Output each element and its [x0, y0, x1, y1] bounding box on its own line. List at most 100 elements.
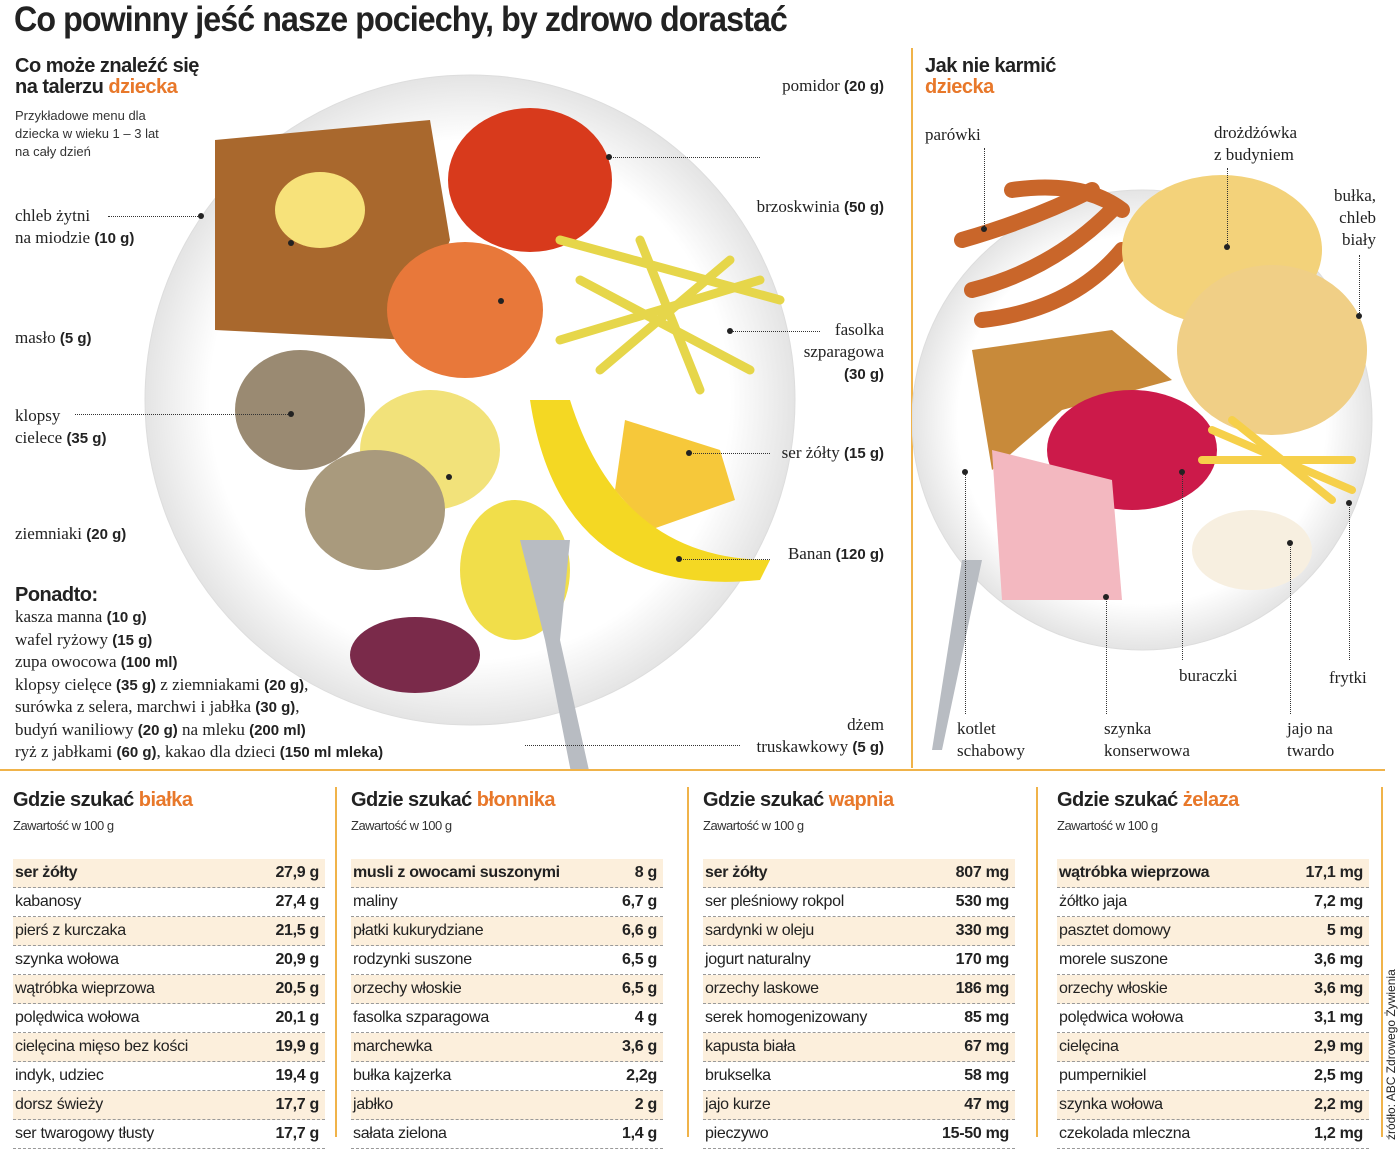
food-value: 8 g: [634, 864, 658, 881]
extra-menu: Ponadto: kasza manna (10 g) wafel ryżowy …: [15, 585, 383, 764]
table-row: orzechy włoskie 6,5 g: [351, 975, 663, 1004]
table-row: wątróbka wieprzowa 20,5 g: [13, 975, 325, 1004]
food-value: 3,1 mg: [1314, 1009, 1363, 1026]
label-maslo: masło (5 g): [15, 328, 92, 347]
food-name: wątróbka wieprzowa: [1059, 864, 1210, 881]
label-klopsy: klopsy cielece (35 g): [15, 406, 107, 447]
table-row: cielęcina 2,9 mg: [1057, 1033, 1369, 1062]
white-bread-image: [1177, 265, 1367, 435]
table-row: polędwica wołowa 3,1 mg: [1057, 1004, 1369, 1033]
table-subtitle: Zawartość w 100 g: [351, 818, 452, 833]
label-jajo: jajo na twardo: [1287, 719, 1335, 760]
food-name: sardynki w oleju: [705, 922, 815, 939]
food-value: 2,2g: [626, 1067, 657, 1084]
food-value: 1,4 g: [622, 1125, 657, 1142]
menu-item: wafel ryżowy (15 g): [15, 629, 153, 649]
label-ziemniaki: ziemniaki (20 g): [15, 524, 127, 543]
pork-cutlet-image: [972, 330, 1172, 470]
column-divider: [335, 787, 337, 1137]
label-banan: Banan (120 g): [787, 544, 884, 563]
menu-item: zupa owocowa (100 ml): [15, 652, 178, 671]
food-name: szynka wołowa: [15, 951, 119, 968]
table-row: sałata zielona 1,4 g: [351, 1120, 663, 1149]
unhealthy-plate-illustration: [912, 175, 1373, 750]
menu-item: budyń waniliowy (20 g) na mleku (200 ml): [15, 719, 306, 739]
column-divider: [1381, 787, 1383, 1137]
table-subtitle: Zawartość w 100 g: [13, 818, 114, 833]
label-dzem: dżem truskawkowy (5 g): [756, 715, 884, 756]
food-value: 3,6 mg: [1314, 980, 1363, 997]
table-row: ser pleśniowy rokpol 530 mg: [703, 888, 1015, 917]
food-value: 85 mg: [964, 1009, 1009, 1026]
meatball-image: [305, 450, 445, 570]
food-name: pumpernikiel: [1059, 1067, 1147, 1084]
table-row: sardynki w oleju 330 mg: [703, 917, 1015, 946]
food-name: bułka kajzerka: [353, 1067, 452, 1084]
food-name: brukselka: [705, 1067, 771, 1084]
table-row: czekolada mleczna 1,2 mg: [1057, 1120, 1369, 1149]
table-row: orzechy włoskie 3,6 mg: [1057, 975, 1369, 1004]
food-name: kapusta biała: [705, 1038, 796, 1055]
food-value: 4 g: [634, 1009, 658, 1026]
sausages-image: [954, 179, 1130, 328]
table-row: szynka wołowa 2,2 mg: [1057, 1091, 1369, 1120]
label-bulka: bułka, chleb biały: [1333, 186, 1376, 249]
table-row: serek homogenizowany 85 mg: [703, 1004, 1015, 1033]
label-drozdzowka: drożdżówka z budyniem: [1214, 123, 1298, 164]
food-value: 807 mg: [955, 864, 1010, 881]
food-value: 6,6 g: [622, 922, 657, 939]
food-value: 21,5 g: [275, 922, 319, 939]
section-divider: [0, 769, 1385, 771]
food-name: jajo kurze: [705, 1096, 771, 1113]
food-name: orzechy włoskie: [353, 980, 462, 997]
banana-image: [530, 400, 770, 582]
label-ser: ser żółty (15 g): [781, 443, 884, 462]
food-name: żółtko jaja: [1059, 893, 1127, 910]
table-row: cielęcina mięso bez kości 19,9 g: [13, 1033, 325, 1062]
food-value: 3,6 g: [622, 1038, 657, 1055]
healthy-plate-illustration: [144, 74, 796, 770]
food-name: ser żółty: [705, 864, 768, 881]
food-value: 2,2 mg: [1314, 1096, 1363, 1113]
menu-item: klopsy cielęce (35 g) z ziemniakami (20 …: [15, 674, 309, 694]
table-row: pasztet domowy 5 mg: [1057, 917, 1369, 946]
nutrient-table: Gdzie szukać błonnika Zawartość w 100 g mu…: [351, 790, 663, 1149]
fries-image: [1198, 416, 1356, 504]
food-value: 6,5 g: [622, 951, 657, 968]
food-value: 17,7 g: [275, 1125, 319, 1142]
table-row: ser żółty 27,9 g: [13, 859, 325, 888]
food-name: cielęcina mięso bez kości: [15, 1038, 189, 1055]
food-value: 19,9 g: [275, 1038, 319, 1055]
food-value: 20,1 g: [275, 1009, 319, 1026]
food-name: ser pleśniowy rokpol: [705, 893, 844, 910]
menu-item: kasza manna (10 g): [15, 607, 147, 626]
food-value: 2 g: [634, 1096, 658, 1113]
table-title: Gdzie szukać białka: [13, 789, 193, 811]
peach-image: [387, 242, 543, 378]
table-row: pieczywo 15-50 mg: [703, 1120, 1015, 1149]
food-value: 330 mg: [955, 922, 1010, 939]
food-value: 6,5 g: [622, 980, 657, 997]
menu-item: surówka z selera, marchwi i jabłka (30 g…: [15, 697, 300, 716]
food-name: orzechy włoskie: [1059, 980, 1168, 997]
food-name: marchewka: [353, 1038, 433, 1055]
nutrient-table: Gdzie szukać wapnia Zawartość w 100 g ser …: [703, 790, 1015, 1149]
food-name: szynka wołowa: [1059, 1096, 1163, 1113]
page-title: Co powinny jeść nasze pociechy, by zdrow…: [14, 0, 788, 39]
table-row: szynka wołowa 20,9 g: [13, 946, 325, 975]
table-title: Gdzie szukać błonnika: [351, 789, 556, 811]
food-name: indyk, udziec: [15, 1067, 104, 1084]
food-name: czekolada mleczna: [1059, 1125, 1190, 1142]
food-name: polędwica wołowa: [1059, 1009, 1184, 1026]
food-name: pasztet domowy: [1059, 922, 1171, 939]
fork-image: [520, 540, 589, 770]
egg-image: [1192, 510, 1312, 590]
food-name: maliny: [353, 893, 398, 910]
table-row: żółtko jaja 7,2 mg: [1057, 888, 1369, 917]
food-name: ser żółty: [15, 864, 78, 881]
food-value: 7,2 mg: [1314, 893, 1363, 910]
canned-ham-image: [992, 450, 1122, 600]
food-name: musli z owocami suszonymi: [353, 864, 560, 881]
table-row: jajo kurze 47 mg: [703, 1091, 1015, 1120]
food-value: 17,1 mg: [1305, 864, 1364, 881]
